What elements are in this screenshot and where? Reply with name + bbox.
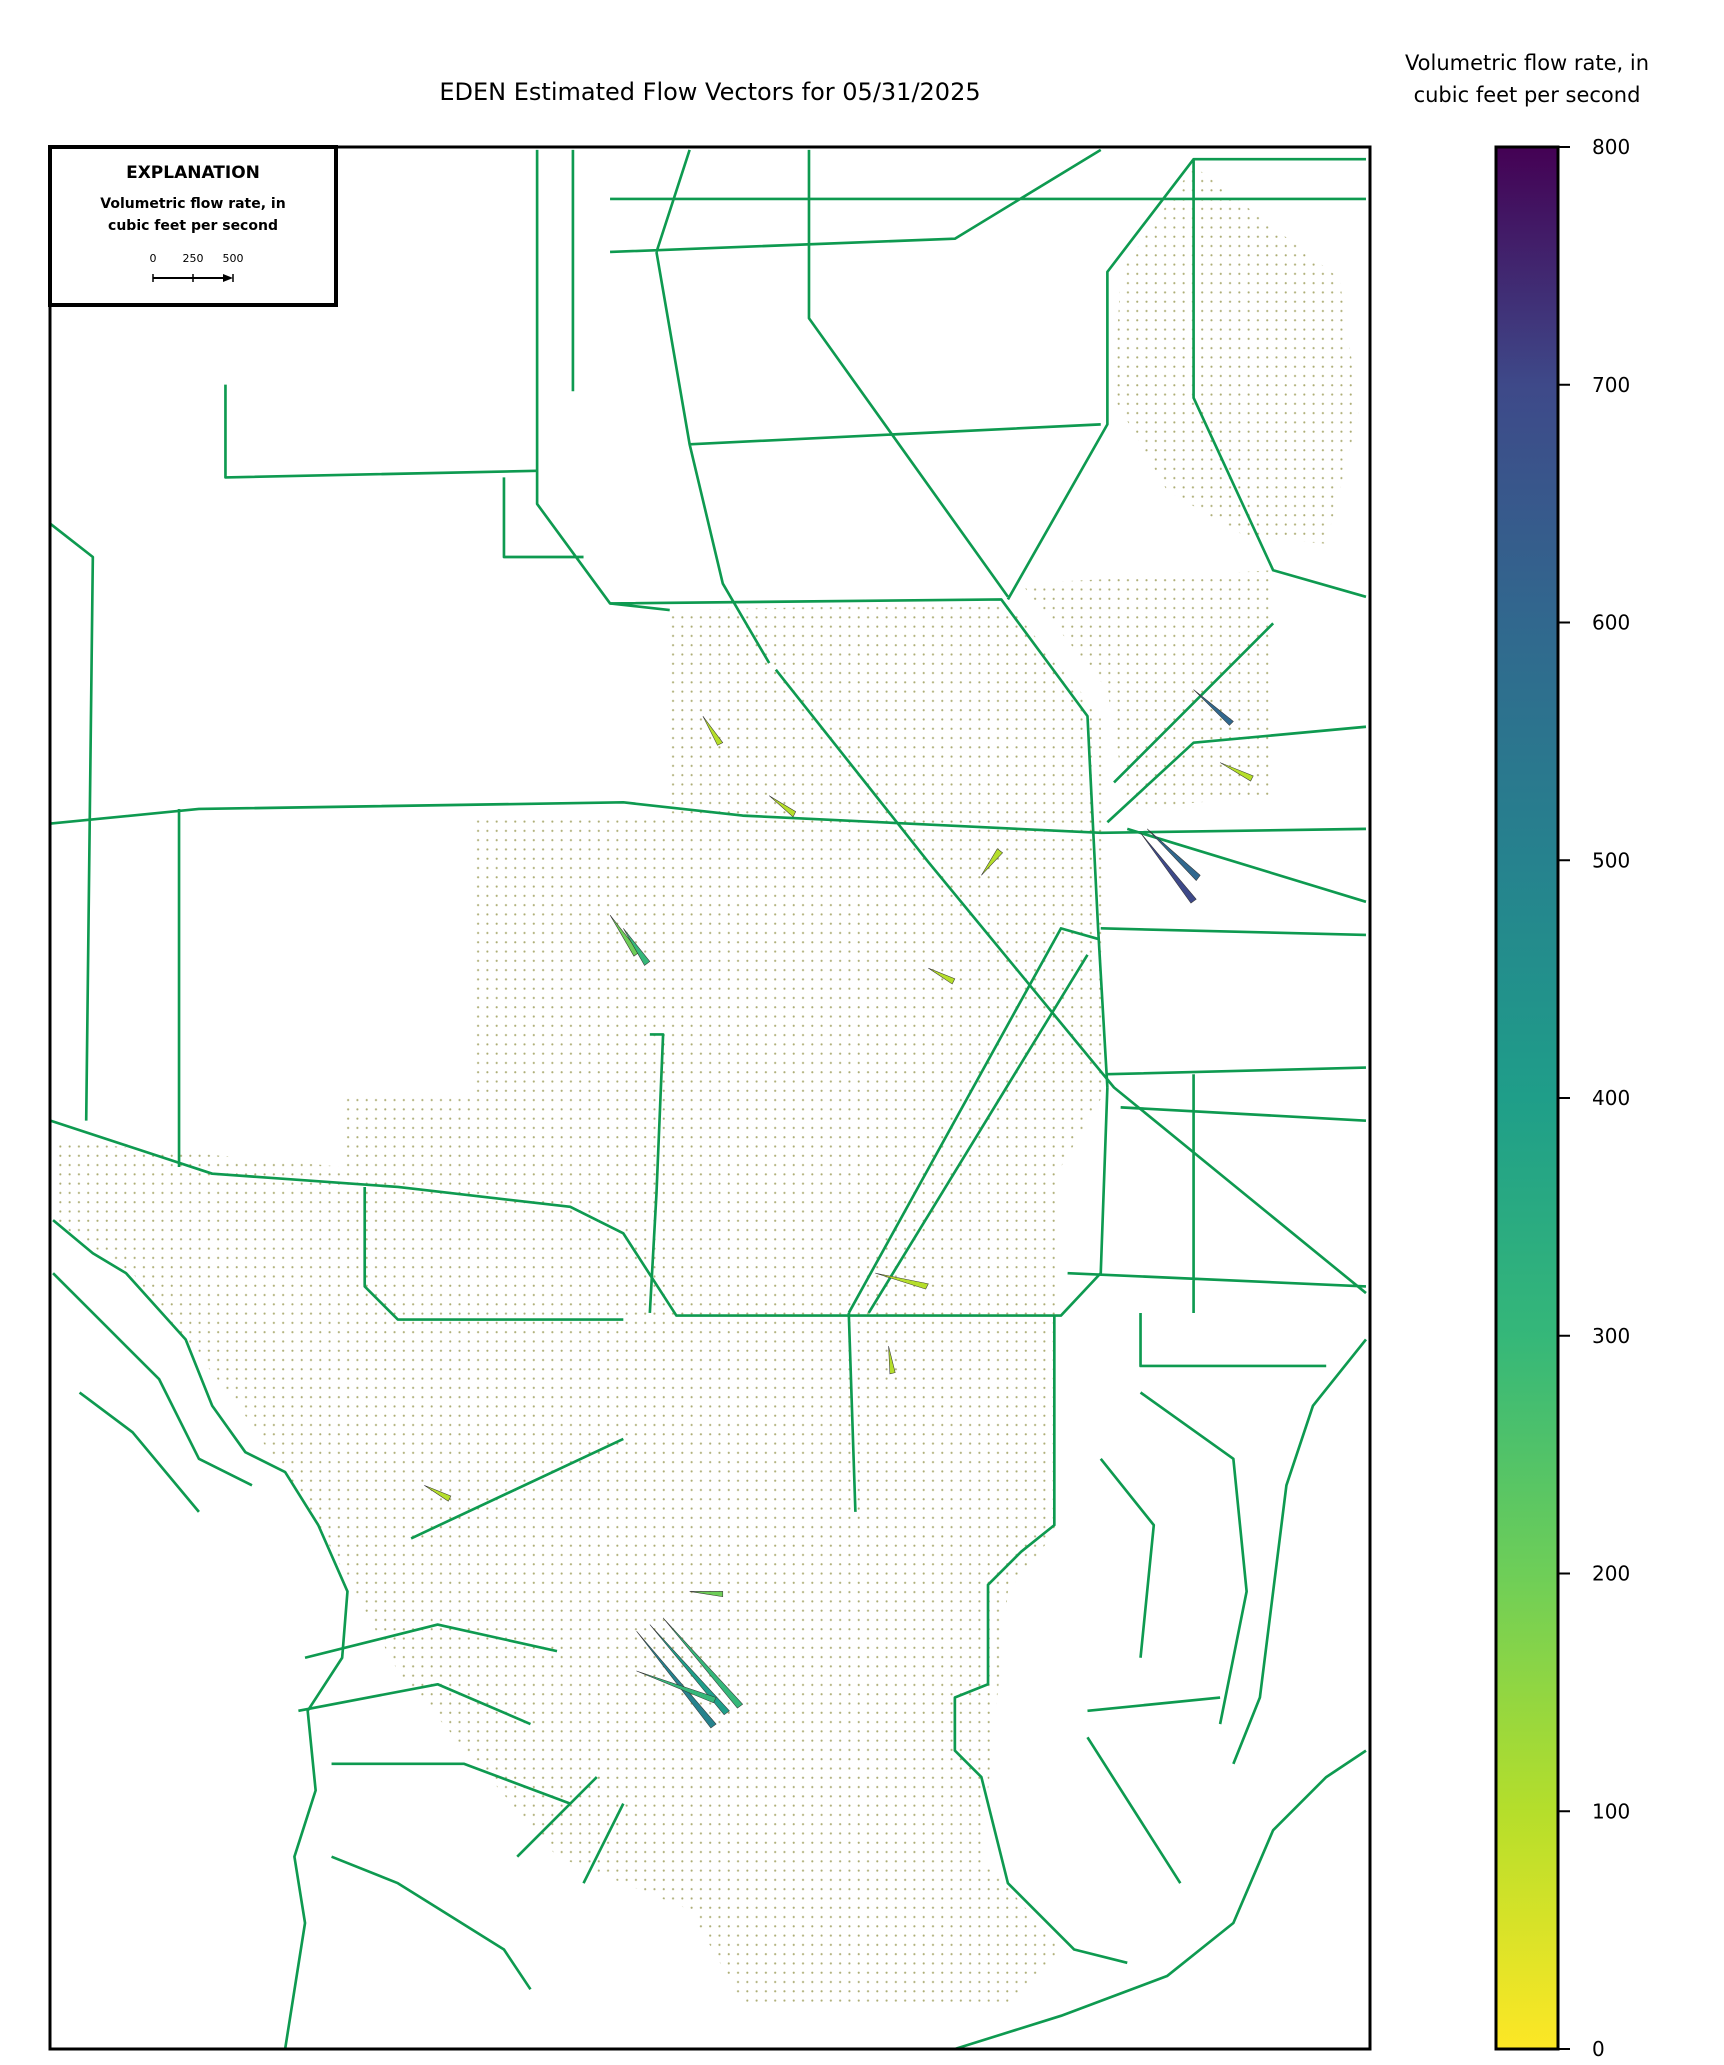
canal bbox=[1067, 1066, 1367, 1368]
coastline bbox=[52, 1219, 349, 2049]
map-layers bbox=[50, 148, 1368, 2049]
canal bbox=[953, 1315, 1128, 1965]
colorbar-tick-label: 500 bbox=[1592, 848, 1630, 872]
colorbar-ticks: 0 100 200 300 400 500 600 700 800 bbox=[1558, 135, 1630, 2061]
colorbar-tick-label: 600 bbox=[1592, 611, 1630, 635]
colorbar-tick-label: 100 bbox=[1592, 1799, 1630, 1823]
colorbar-tick-label: 800 bbox=[1592, 135, 1630, 159]
explanation: EXPLANATION Volumetric flow rate, in cub… bbox=[48, 145, 338, 307]
colorbar-label: cubic feet per second bbox=[1414, 83, 1641, 107]
canal bbox=[807, 149, 1367, 599]
canal bbox=[363, 1033, 857, 1512]
scale-tick-label: 500 bbox=[223, 252, 244, 265]
canal bbox=[1086, 1391, 1248, 1884]
scale-tick-label: 0 bbox=[150, 252, 157, 265]
canal bbox=[50, 801, 1367, 835]
canal bbox=[1006, 157, 1366, 601]
scale-arrowhead bbox=[223, 274, 233, 282]
map-frame bbox=[48, 145, 1372, 2051]
canal bbox=[655, 251, 1101, 664]
coastline bbox=[954, 1338, 1368, 2049]
map-title: EDEN Estimated Flow Vectors for 05/31/20… bbox=[439, 78, 980, 106]
canal bbox=[50, 1087, 1109, 1317]
canal bbox=[847, 927, 1367, 1314]
colorbar-tick-label: 300 bbox=[1592, 1324, 1630, 1348]
canal bbox=[610, 598, 1109, 1088]
canal bbox=[50, 384, 538, 1168]
map bbox=[50, 148, 1368, 2049]
canal bbox=[774, 668, 1367, 1295]
grid-points bbox=[1114, 165, 1360, 544]
colorbar-tick-label: 700 bbox=[1592, 373, 1630, 397]
scale-bar: 0 250 500 bbox=[150, 252, 244, 282]
colorbar-gradient bbox=[1494, 145, 1560, 2051]
flow-vectors bbox=[424, 689, 1254, 1729]
explanation-title: EXPLANATION bbox=[126, 163, 260, 183]
canal bbox=[502, 149, 670, 612]
explanation-label: Volumetric flow rate, in bbox=[100, 196, 285, 212]
grid-points bbox=[53, 603, 1108, 2003]
colorbar-tick-label: 0 bbox=[1592, 2037, 1605, 2061]
explanation-label: cubic feet per second bbox=[108, 218, 278, 234]
grid-points bbox=[1021, 570, 1274, 809]
canal bbox=[1106, 622, 1367, 904]
river bbox=[298, 1437, 625, 1884]
canal bbox=[610, 148, 1366, 254]
colorbar-label: Volumetric flow rate, in bbox=[1405, 51, 1649, 75]
scale-tick-label: 250 bbox=[183, 252, 204, 265]
colorbar-tick-label: 400 bbox=[1592, 1086, 1630, 1110]
river bbox=[52, 1272, 532, 1991]
colorbar: Volumetric flow rate, in cubic feet per … bbox=[1405, 51, 1649, 2061]
colorbar-tick-label: 200 bbox=[1592, 1562, 1630, 1586]
